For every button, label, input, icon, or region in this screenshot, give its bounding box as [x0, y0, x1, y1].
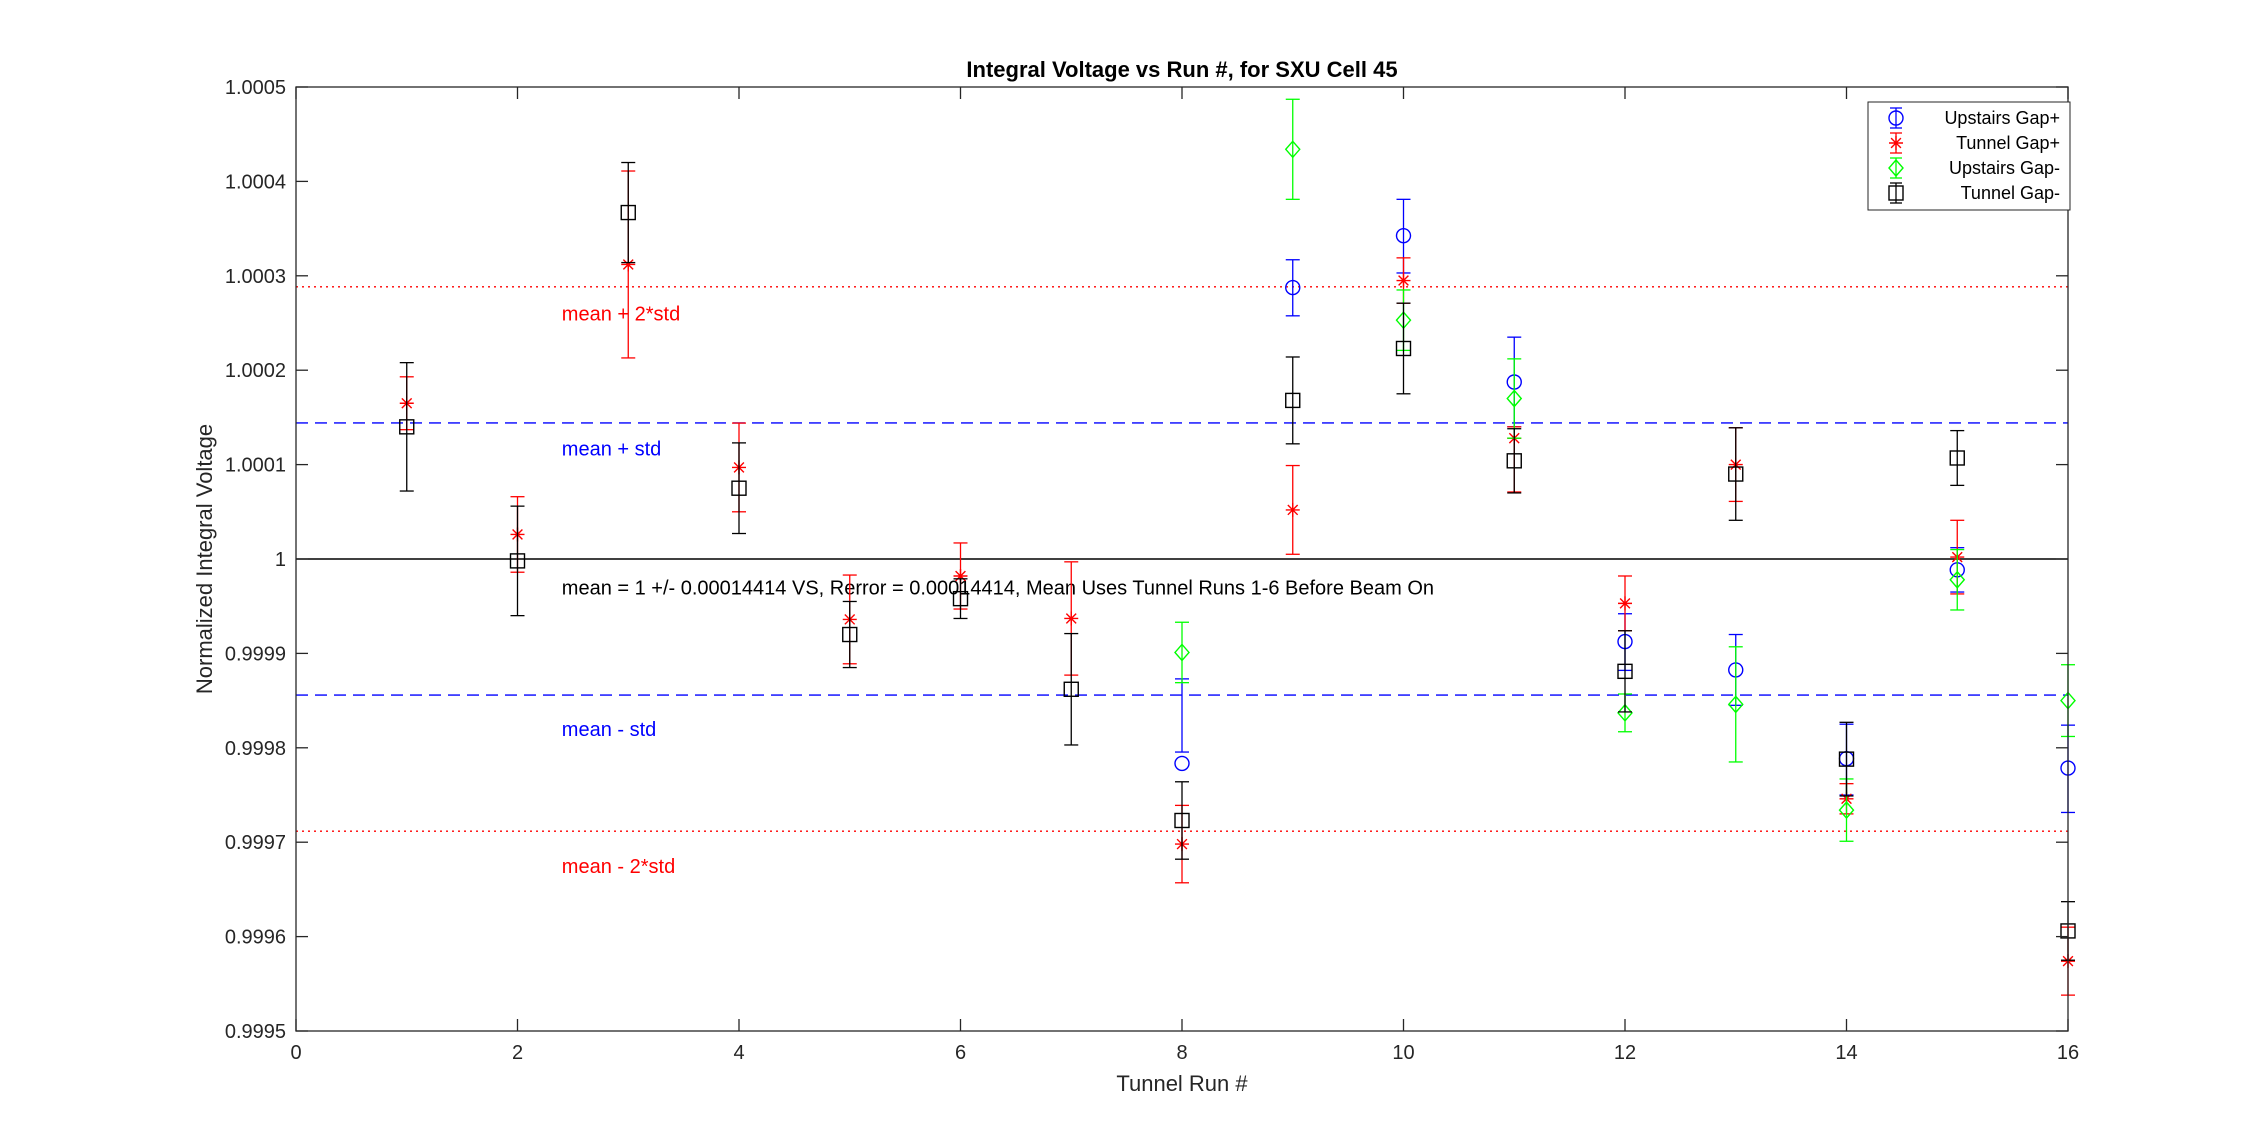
y-tick-label: 1.0002 — [225, 360, 286, 382]
data-point — [952, 590, 969, 607]
x-tick-label: 8 — [1176, 1042, 1187, 1064]
y-tick-label: 0.9995 — [225, 1021, 286, 1043]
data-point — [1838, 801, 1855, 820]
data-point — [1174, 812, 1190, 829]
data-point — [1174, 643, 1190, 662]
reference-line-label: mean + 2*std — [562, 304, 680, 326]
data-point — [1285, 502, 1300, 517]
data-point — [1506, 453, 1522, 469]
y-tick-label: 1.0001 — [225, 455, 286, 477]
data-point — [1396, 273, 1411, 288]
data-point — [1395, 227, 1412, 244]
data-point — [1395, 340, 1412, 357]
data-point — [1617, 703, 1633, 722]
data-point — [1063, 681, 1079, 697]
data-point — [1285, 279, 1301, 296]
y-tick-label: 0.9996 — [225, 927, 286, 949]
legend-entry-label: Tunnel Gap- — [1961, 183, 2060, 203]
data-point — [1888, 158, 1904, 178]
data-point — [1728, 466, 1744, 482]
y-tick-label: 1.0005 — [225, 77, 286, 99]
y-tick-label: 1.0004 — [225, 171, 286, 193]
data-point — [509, 553, 526, 569]
data-point — [1617, 663, 1633, 680]
x-tick-label: 6 — [955, 1042, 966, 1064]
data-point — [1949, 450, 1965, 466]
y-tick-label: 1.0003 — [225, 266, 286, 288]
legend: Upstairs Gap+ Tunnel Gap+ Upstairs Gap- Tun… — [1867, 101, 2071, 211]
y-tick-label: 0.9999 — [225, 643, 286, 665]
data-point — [1888, 185, 1904, 201]
data-point — [1889, 136, 1903, 150]
y-tick-label: 1 — [275, 549, 286, 571]
x-tick-label: 10 — [1392, 1042, 1414, 1064]
data-point — [1174, 755, 1190, 772]
data-point — [1727, 695, 1744, 714]
data-point — [1888, 110, 1904, 126]
x-tick-label: 12 — [1614, 1042, 1636, 1064]
x-tick-label: 16 — [2057, 1042, 2079, 1064]
data-point — [1284, 140, 1301, 159]
data-point — [399, 419, 415, 435]
y-tick-label: 0.9997 — [225, 832, 286, 854]
y-axis-label: Normalized Integral Voltage — [192, 424, 217, 694]
x-axis-label: Tunnel Run # — [1116, 1071, 1248, 1096]
reference-line-label: mean = 1 +/- 0.00014414 VS, Rerror = 0.0… — [562, 577, 1434, 599]
legend-box — [1867, 101, 2071, 211]
data-point — [1064, 611, 1079, 626]
chart-title: Integral Voltage vs Run #, for SXU Cell … — [966, 57, 1397, 82]
x-tick-label: 4 — [733, 1042, 744, 1064]
data-point — [842, 626, 858, 643]
legend-entry-label: Upstairs Gap+ — [1944, 108, 2060, 128]
axes: 0 2 4 6 8 10 12 14 16 0.9995 0.9996 0.9997 0.9998 0.9… — [225, 77, 2079, 1064]
data-point — [620, 204, 636, 221]
reference-lines: mean + 2*std mean + std mean = 1 +/- 0.000… — [296, 286, 2068, 878]
data-point — [621, 257, 636, 272]
reference-line-label: mean - 2*std — [562, 856, 675, 878]
x-tick-label: 14 — [1835, 1042, 1857, 1064]
data-point — [1285, 392, 1301, 409]
data-point — [1506, 389, 1523, 408]
data-point — [731, 480, 747, 496]
data-point — [953, 568, 968, 583]
data-point — [1838, 751, 1855, 767]
data-point — [1618, 596, 1632, 611]
y-tick-label: 0.9998 — [225, 738, 286, 760]
legend-entry-label: Upstairs Gap- — [1949, 158, 2060, 178]
reference-line-label: mean + std — [562, 439, 662, 461]
x-tick-label: 2 — [512, 1042, 523, 1064]
reference-line-label: mean - std — [562, 719, 656, 741]
x-tick-label: 0 — [290, 1042, 301, 1064]
legend-entry-label: Tunnel Gap+ — [1956, 133, 2060, 153]
data-point — [1949, 570, 1966, 589]
